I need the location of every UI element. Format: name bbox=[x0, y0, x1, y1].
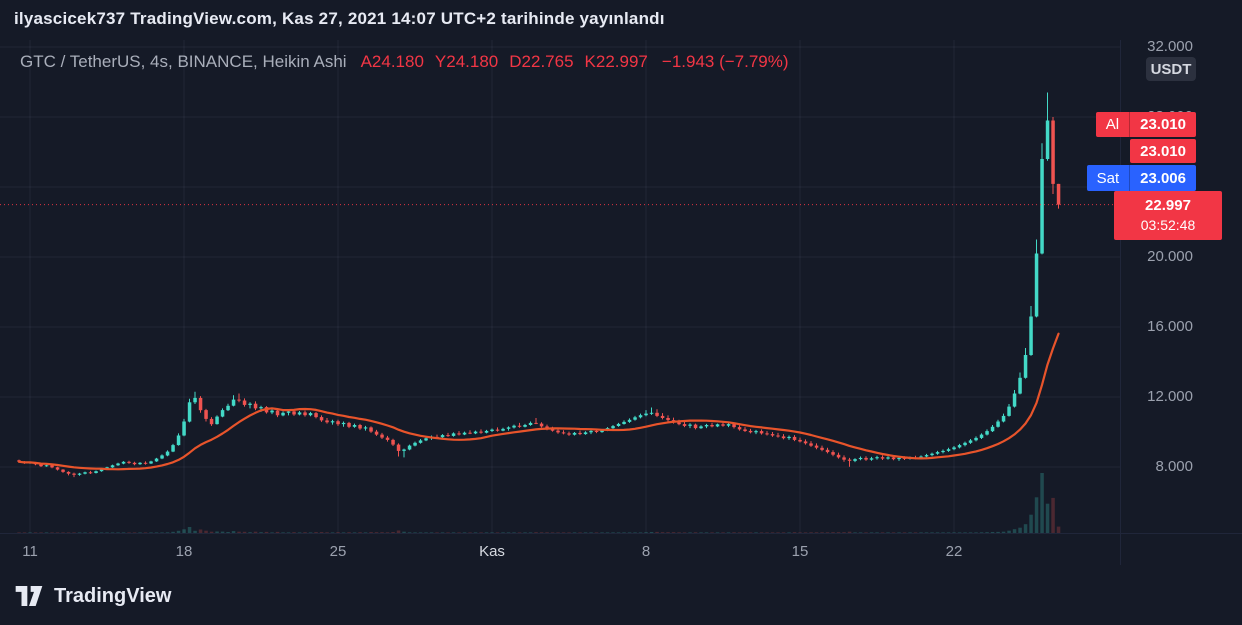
volume-bars bbox=[17, 473, 1061, 533]
counter-price-label: 23.010 bbox=[1130, 139, 1196, 163]
sell-button-label[interactable]: Sat bbox=[1087, 165, 1131, 191]
tradingview-logo[interactable]: TradingView bbox=[14, 583, 171, 609]
ohlc-high-label: Y bbox=[434, 52, 447, 71]
time-tick-label: 15 bbox=[791, 543, 809, 560]
time-tick-label: 11 bbox=[22, 543, 38, 560]
ohlc-high: Y24.180 bbox=[435, 52, 498, 72]
last-price-badge: 22.997 03:52:48 bbox=[1114, 191, 1222, 241]
last-price-value: 22.997 bbox=[1145, 197, 1191, 214]
ma-line bbox=[17, 332, 1060, 471]
ohlc-open-label: A bbox=[360, 52, 372, 71]
candles bbox=[17, 92, 1061, 478]
tradingview-logo-text: TradingView bbox=[54, 584, 172, 607]
publish-info: ilyascicek737 TradingView.com, Kas 27, 2… bbox=[14, 9, 665, 28]
price-change: −1.943 (−7.79%) bbox=[661, 52, 789, 71]
ohlc-high-value: 24.180 bbox=[446, 52, 499, 71]
ohlc-close: K22.997 bbox=[585, 52, 648, 72]
ohlc-low-value: 22.765 bbox=[521, 52, 574, 71]
time-axis[interactable]: 11 18 25 Kas 8 15 22 bbox=[0, 533, 1242, 566]
symbol-title[interactable]: GTC / TetherUS, 4s, BINANCE, Heikin Ashi bbox=[20, 52, 347, 71]
time-tick-label: Kas bbox=[479, 543, 505, 560]
ohlc-close-label: K bbox=[584, 52, 596, 71]
price-tick-label: 20.000 bbox=[1147, 248, 1193, 265]
sell-button[interactable]: Sat 23.006 bbox=[1086, 165, 1196, 191]
currency-badge: USDT bbox=[1146, 57, 1196, 81]
bar-countdown: 03:52:48 bbox=[1140, 217, 1196, 234]
ohlc-low-label: D bbox=[509, 52, 522, 71]
symbol-header: GTC / TetherUS, 4s, BINANCE, Heikin Ashi… bbox=[20, 52, 789, 72]
grid-lines bbox=[0, 40, 1120, 533]
ohlc-close-value: 22.997 bbox=[595, 52, 648, 71]
bid-price: 23.006 bbox=[1140, 169, 1186, 187]
time-tick-label: 8 bbox=[641, 543, 651, 560]
ohlc-open-value: 24.180 bbox=[371, 52, 424, 71]
ohlc-values: A24.180 Y24.180 D22.765 K22.997 bbox=[361, 52, 648, 72]
ohlc-open: A24.180 bbox=[361, 52, 424, 72]
buy-button[interactable]: Al 23.010 bbox=[1095, 112, 1196, 137]
ask-price: 23.010 bbox=[1140, 116, 1186, 133]
price-tick-label: 8.000 bbox=[1155, 458, 1193, 475]
buy-button-label[interactable]: Al bbox=[1096, 112, 1131, 137]
ohlc-low: D22.765 bbox=[509, 52, 573, 72]
time-tick-label: 22 bbox=[945, 543, 963, 560]
time-tick-label: 25 bbox=[329, 543, 347, 560]
tradingview-logo-icon bbox=[15, 586, 43, 606]
price-tick-label: 12.000 bbox=[1147, 388, 1193, 405]
price-tick-label: 32.000 bbox=[1147, 38, 1193, 55]
time-tick-label: 18 bbox=[175, 543, 193, 560]
price-tick-label: 16.000 bbox=[1147, 318, 1193, 335]
